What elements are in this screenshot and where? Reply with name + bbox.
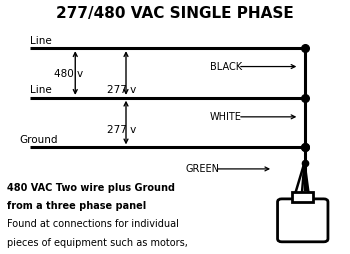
Text: from a three phase panel: from a three phase panel: [7, 201, 146, 211]
Text: 277 v: 277 v: [107, 85, 136, 95]
FancyBboxPatch shape: [278, 199, 328, 242]
Text: Line: Line: [30, 85, 51, 95]
Text: GREEN: GREEN: [186, 164, 219, 174]
Text: Line: Line: [30, 36, 51, 46]
Text: 480 VAC Two wire plus Ground: 480 VAC Two wire plus Ground: [7, 183, 175, 193]
Text: 277/480 VAC SINGLE PHASE: 277/480 VAC SINGLE PHASE: [56, 6, 294, 21]
Text: WHITE: WHITE: [210, 112, 242, 122]
Bar: [292, 192, 313, 202]
Text: pieces of equipment such as motors,: pieces of equipment such as motors,: [7, 238, 188, 248]
Text: Ground: Ground: [19, 135, 58, 145]
Text: Found at connections for individual: Found at connections for individual: [7, 219, 179, 229]
Text: 277 v: 277 v: [107, 124, 136, 135]
Text: 480 v: 480 v: [54, 69, 83, 79]
Text: BLACK: BLACK: [210, 61, 242, 72]
